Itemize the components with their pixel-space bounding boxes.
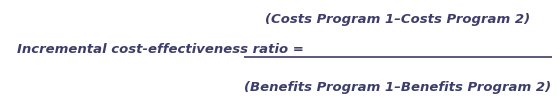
Text: (Costs Program 1–Costs Program 2): (Costs Program 1–Costs Program 2) bbox=[265, 13, 530, 26]
Text: Incremental cost-effectiveness ratio =: Incremental cost-effectiveness ratio = bbox=[17, 43, 304, 56]
Text: (Benefits Program 1–Benefits Program 2): (Benefits Program 1–Benefits Program 2) bbox=[244, 81, 551, 94]
